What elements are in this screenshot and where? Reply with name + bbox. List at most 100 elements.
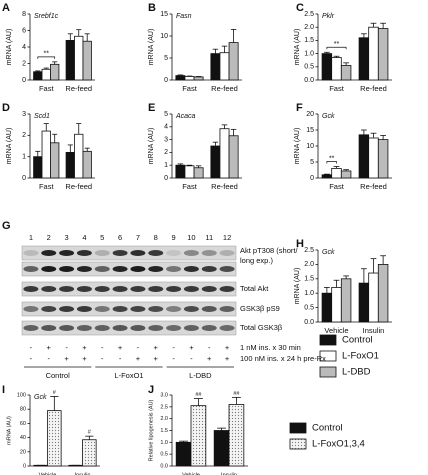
y-tick-label: 2 (164, 149, 168, 156)
x-tick-label: Fast (39, 84, 55, 93)
chart-title: Gck (322, 113, 335, 120)
blot-band (59, 266, 75, 272)
y-tick-label: 100 (17, 392, 26, 398)
blot-band (201, 286, 217, 292)
error-bar (212, 48, 219, 54)
legend-label: L-FoxO1,3,4 (312, 439, 365, 450)
y-tick-label: 2 (22, 132, 26, 139)
error-bar (52, 133, 58, 143)
lane-number: 12 (223, 233, 231, 242)
error-bar (212, 141, 219, 146)
blot-band (130, 306, 146, 312)
blot-band (166, 266, 182, 272)
error-bar (67, 144, 73, 153)
lane-number: 9 (171, 233, 175, 242)
blot-band (183, 325, 199, 331)
significance-bracket (37, 56, 56, 59)
error-bar (177, 163, 184, 166)
chart-title: Acaca (175, 113, 196, 120)
significance-bracket (326, 46, 347, 50)
blot-band (94, 266, 110, 272)
y-tick-label: 4 (164, 124, 168, 131)
blot-band (59, 250, 75, 256)
blot-band (76, 266, 92, 272)
blot-band (94, 306, 110, 312)
bar (82, 150, 92, 179)
treatment-sign: - (172, 343, 175, 352)
blot-band (219, 286, 235, 292)
x-tick-label: Fast (39, 182, 55, 191)
treatment-sign: - (208, 343, 211, 352)
blot-band (23, 306, 39, 312)
blot-band (76, 286, 92, 292)
y-tick-label: 0.5 (304, 304, 314, 311)
blot-band (148, 250, 164, 256)
blot-band (148, 325, 164, 331)
significance-label: # (53, 390, 57, 396)
bar (321, 174, 333, 179)
y-tick-label: 3 (22, 111, 26, 118)
x-tick-label: Re-feed (65, 84, 92, 93)
treatment-sign: + (189, 343, 194, 352)
error-bar (360, 268, 367, 284)
blot-band (130, 286, 146, 292)
error-bar (231, 396, 241, 405)
chart-title: Pklr (322, 13, 335, 20)
x-tick-label: Vehicle (324, 326, 348, 335)
error-bar (43, 123, 49, 132)
bar (82, 439, 97, 467)
y-tick-label: 2.0 (304, 24, 314, 31)
error-bar (343, 62, 350, 66)
error-bar (52, 61, 58, 65)
blot-band (219, 306, 235, 312)
legend-label: Control (312, 423, 343, 434)
blot-band (130, 250, 146, 256)
x-tick-label: Vehicle (182, 472, 200, 475)
significance-label: ** (329, 155, 335, 162)
blot-band (201, 250, 217, 256)
bar (210, 53, 221, 81)
blot-strip (21, 281, 237, 297)
error-bar (195, 165, 202, 168)
y-tick-label: 10 (306, 143, 314, 150)
bar (184, 165, 195, 179)
blot-band (148, 306, 164, 312)
bar (358, 282, 370, 323)
y-axis-label: mRNA (AU) (6, 128, 13, 165)
y-tick-label: 2 (22, 60, 26, 67)
error-bar (333, 55, 340, 58)
treatment-sign: + (154, 354, 159, 363)
x-tick-label: Re-feed (211, 182, 238, 191)
treatment-sign: - (30, 343, 33, 352)
x-tick-label: Re-feed (360, 84, 387, 93)
bar (33, 156, 43, 179)
error-bar (217, 427, 227, 431)
y-tick-label: 0 (164, 77, 168, 84)
significance-label: # (88, 430, 92, 436)
panel-label: D (2, 102, 10, 114)
blot-band (112, 325, 128, 331)
treatment-sign: + (136, 354, 141, 363)
error-bar (221, 124, 228, 129)
legend-swatch (319, 350, 337, 362)
treatment-sign: + (82, 354, 87, 363)
y-tick-label: 1.0 (304, 50, 314, 57)
blot-band (94, 325, 110, 331)
error-bar (35, 150, 41, 157)
error-bar (76, 29, 82, 37)
treatment-sign: + (225, 343, 230, 352)
significance-bracket (326, 161, 337, 164)
y-axis-label: mRNA (AU) (148, 29, 155, 66)
blot-band (219, 325, 235, 331)
y-tick-label: 60 (20, 421, 26, 427)
blot-band (183, 250, 199, 256)
treatment-sign: - (172, 354, 175, 363)
bar (340, 278, 352, 323)
blot-band (148, 286, 164, 292)
panel-label: E (148, 102, 155, 114)
treatment-sign: - (65, 343, 68, 352)
bar (47, 410, 62, 467)
y-tick-label: 0 (22, 175, 26, 182)
bar (175, 164, 186, 179)
